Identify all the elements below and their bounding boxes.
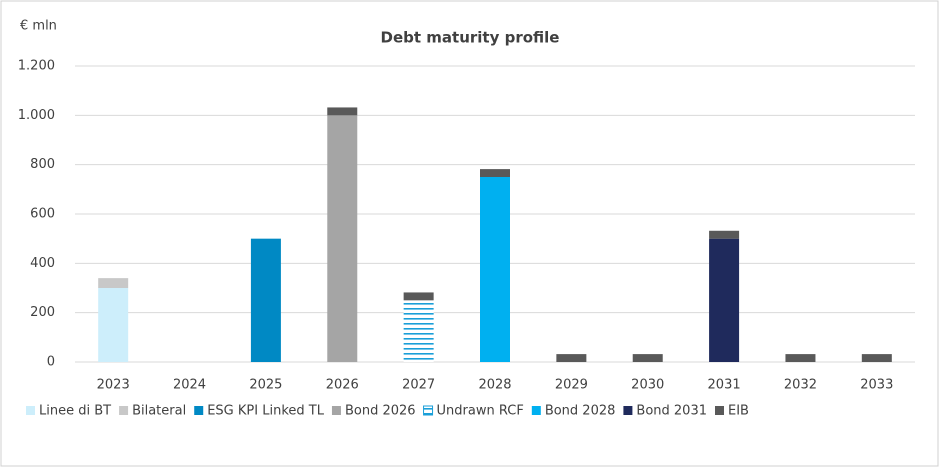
x-tick-label: 2032 xyxy=(784,378,817,393)
legend-swatch xyxy=(331,406,341,415)
y-tick-label: 600 xyxy=(30,207,55,222)
x-tick-label: 2024 xyxy=(173,378,206,393)
y-tick-label: 0 xyxy=(47,355,55,370)
legend-swatch xyxy=(715,406,724,415)
legend-label: Bilateral xyxy=(132,404,186,419)
bar-segment xyxy=(556,354,587,362)
y-tick-label: 1.000 xyxy=(18,108,55,123)
x-tick-label: 2023 xyxy=(97,378,130,393)
bar-segment xyxy=(709,238,740,362)
x-tick-label: 2033 xyxy=(860,378,893,393)
bar-segment xyxy=(403,300,434,362)
bar-segment xyxy=(632,354,663,362)
legend-label: Undrawn RCF xyxy=(437,404,524,419)
x-tick-label: 2025 xyxy=(249,378,282,393)
legend-swatch xyxy=(119,406,129,415)
legend-label: ESG KPI Linked TL xyxy=(207,404,324,419)
y-tick-label: 200 xyxy=(30,305,55,320)
x-tick-label: 2031 xyxy=(708,378,741,393)
bar-segment xyxy=(785,354,816,362)
x-tick-label: 2029 xyxy=(555,378,588,393)
bar-segment xyxy=(327,107,358,116)
y-tick-label: 1.200 xyxy=(18,59,55,74)
legend-swatch xyxy=(531,406,541,415)
chart-title: Debt maturity profile xyxy=(381,29,560,47)
y-tick-label: 400 xyxy=(30,256,55,271)
bar-segment xyxy=(861,354,892,362)
bar-segment xyxy=(98,278,129,288)
legend-label: Bond 2026 xyxy=(345,404,416,419)
bar-segment xyxy=(327,115,358,362)
y-axis-label: € mln xyxy=(20,19,57,34)
bar-segment xyxy=(480,177,510,362)
legend-swatch xyxy=(194,406,204,415)
legend-label: EIB xyxy=(728,404,749,419)
bar-segment xyxy=(709,230,740,239)
bar-segment xyxy=(480,169,510,177)
legend-swatch xyxy=(423,405,434,416)
legend-label: Linee di BT xyxy=(39,404,111,419)
x-tick-label: 2027 xyxy=(402,378,435,393)
bar-segment xyxy=(403,292,434,301)
legend-label: Bond 2028 xyxy=(545,404,616,419)
x-tick-label: 2030 xyxy=(631,378,664,393)
legend-label: Bond 2031 xyxy=(636,404,707,419)
legend-swatch xyxy=(623,406,633,415)
legend-swatch xyxy=(26,406,35,415)
x-tick-label: 2028 xyxy=(478,378,511,393)
x-tick-label: 2026 xyxy=(326,378,359,393)
y-tick-label: 800 xyxy=(30,157,55,172)
bar-segment xyxy=(98,288,129,362)
bar-segment xyxy=(250,238,281,362)
